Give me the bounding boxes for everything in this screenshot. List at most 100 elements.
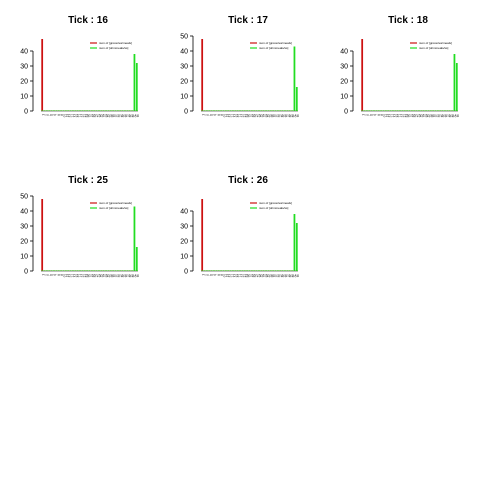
bar-green — [109, 110, 112, 111]
y-tick-label: 50 — [20, 194, 28, 201]
bar-green — [284, 110, 286, 111]
bar-green — [246, 270, 249, 271]
bar-green — [107, 110, 110, 111]
bar-green — [427, 110, 430, 111]
bar-green — [255, 110, 258, 111]
x-tick-label: 33 — [117, 274, 121, 278]
bar-green — [48, 270, 51, 271]
x-tick-label: 9 — [60, 114, 64, 116]
x-tick-label: 37 — [286, 274, 290, 278]
bar-green — [57, 270, 60, 271]
x-tick-label: 15 — [234, 114, 238, 118]
bar-green — [239, 270, 241, 271]
x-tick-label: 17 — [399, 114, 403, 118]
bar-green — [50, 270, 53, 271]
x-tick-label: 18 — [401, 114, 405, 118]
chart-title: Tick : 18 — [388, 15, 428, 26]
bar-green — [293, 46, 296, 111]
x-tick-label: 13 — [390, 114, 394, 118]
x-tick-label: 40 — [133, 274, 137, 278]
bar-green — [453, 54, 456, 111]
x-tick-label: 27 — [263, 274, 267, 278]
x-tick-label: 40 — [293, 274, 297, 278]
x-tick-label: 25 — [258, 274, 262, 278]
x-tick-label: 1 — [201, 114, 205, 116]
x-tick-label: 3 — [46, 274, 50, 276]
bar-green — [248, 270, 251, 271]
bar-green — [248, 110, 251, 111]
y-tick-label: 10 — [20, 254, 28, 261]
bar-green — [224, 270, 227, 271]
x-tick-label: 26 — [260, 274, 264, 278]
bar-green — [272, 110, 275, 111]
chart-panel-tick-16: Tick : 16 0 10 20 30 40 1 2 3 4 5 6 7 8 9 10 11 12 13 14 15… — [0, 0, 160, 160]
bar-green — [286, 270, 289, 271]
bar-green — [246, 110, 249, 111]
bar-green — [295, 223, 298, 271]
bar-green — [361, 110, 364, 111]
x-tick-label: 30 — [110, 114, 114, 118]
bar-green — [95, 110, 98, 111]
bar-green — [62, 110, 65, 111]
bar-green — [93, 110, 96, 111]
bar-green — [105, 110, 107, 111]
x-tick-label: 7 — [375, 114, 379, 116]
x-tick-label: 30 — [270, 114, 274, 118]
bar-green — [64, 270, 67, 271]
bar-green — [55, 270, 58, 271]
bar-green — [434, 110, 437, 111]
bar-green — [60, 110, 62, 111]
x-tick-label: 23 — [93, 274, 97, 278]
bar-green — [64, 110, 67, 111]
bar-green — [380, 110, 382, 111]
bar-green — [373, 110, 375, 111]
x-tick-label: 15 — [394, 114, 398, 118]
chart-panel-tick-18: Tick : 18 0 10 20 30 40 1 2 3 4 5 6 7 8 9 10 11 12 13 14 15… — [320, 0, 480, 160]
x-tick-label: 31 — [272, 274, 276, 278]
x-tick-label: 36 — [284, 114, 288, 118]
bar-green — [124, 110, 126, 111]
bar-green — [291, 270, 293, 271]
chart-svg: Tick : 16 010203040123456789101112131415… — [20, 15, 140, 118]
x-tick-label: 33 — [277, 274, 281, 278]
y-tick-label: 40 — [340, 49, 348, 56]
bar-green — [121, 110, 124, 111]
x-tick-label: 23 — [413, 114, 417, 118]
y-tick-label: 20 — [180, 79, 188, 86]
bar-green — [102, 270, 105, 271]
x-tick-label: 9 — [220, 274, 224, 276]
x-tick-label: 9 — [380, 114, 384, 116]
bar-green — [121, 270, 124, 271]
x-tick-label: 2 — [204, 274, 208, 276]
x-tick-label: 20 — [406, 114, 410, 118]
bar-green — [83, 270, 86, 271]
bar-green — [413, 110, 416, 111]
bar-green — [258, 270, 260, 271]
y-tick-label: 30 — [180, 64, 188, 71]
x-tick-label: 21 — [249, 274, 253, 278]
x-tick-label: 33 — [277, 114, 281, 118]
bar-green — [262, 110, 265, 111]
y-tick-label: 30 — [20, 224, 28, 231]
bar-green — [408, 110, 411, 111]
x-tick-label: 26 — [260, 114, 264, 118]
bar-green — [114, 110, 117, 111]
bar-green — [415, 110, 418, 111]
x-tick-label: 4 — [208, 114, 212, 116]
bar-green — [208, 270, 211, 271]
bar-green — [234, 110, 237, 111]
bar-green — [377, 110, 380, 111]
bar-green — [274, 110, 277, 111]
x-tick-label: 22 — [91, 274, 95, 278]
bar-green — [281, 270, 284, 271]
bar-green — [206, 270, 208, 271]
x-tick-label: 12 — [387, 114, 391, 118]
x-tick-label: 3 — [46, 114, 50, 116]
x-tick-label: 4 — [48, 274, 52, 276]
bar-green — [224, 110, 227, 111]
x-tick-label: 20 — [246, 274, 250, 278]
chart-svg: Tick : 17 010203040501234567891011121314… — [180, 15, 300, 118]
bar-green — [210, 110, 213, 111]
x-tick-label: 8 — [378, 114, 382, 116]
bar-green — [258, 110, 260, 111]
